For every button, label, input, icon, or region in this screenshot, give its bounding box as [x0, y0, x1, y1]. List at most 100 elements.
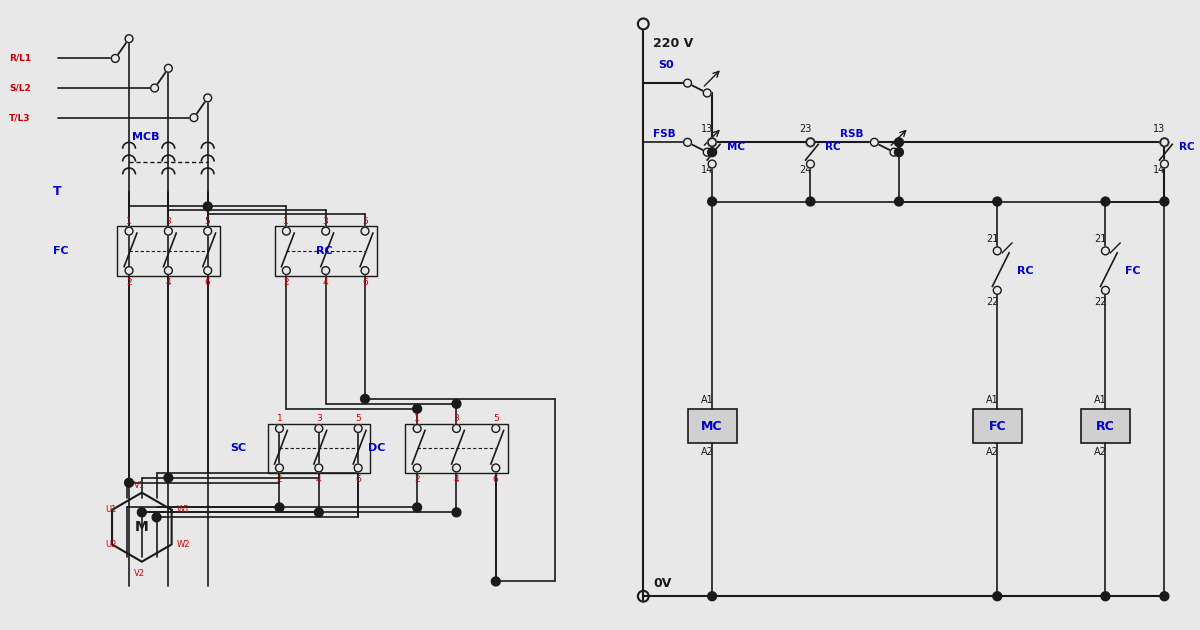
Circle shape: [1160, 160, 1169, 168]
Text: RC: RC: [1016, 266, 1033, 275]
Text: RSB: RSB: [840, 129, 864, 139]
Circle shape: [994, 247, 1001, 255]
Text: DC: DC: [368, 444, 385, 453]
Text: 5: 5: [493, 414, 498, 423]
Circle shape: [413, 503, 421, 512]
Circle shape: [1100, 197, 1110, 206]
Text: U2: U2: [106, 541, 116, 549]
Text: 5: 5: [355, 414, 361, 423]
Text: 6: 6: [205, 278, 210, 287]
Circle shape: [413, 425, 421, 432]
Text: U1: U1: [106, 505, 116, 514]
Circle shape: [708, 139, 716, 146]
Circle shape: [314, 464, 323, 472]
Text: S/L2: S/L2: [10, 84, 31, 93]
Circle shape: [894, 197, 904, 206]
Text: 23: 23: [799, 125, 811, 134]
Text: RC: RC: [826, 142, 841, 152]
Text: 3: 3: [323, 217, 329, 226]
Text: A2: A2: [986, 447, 998, 457]
Circle shape: [452, 464, 461, 472]
Text: S0: S0: [658, 60, 673, 71]
Circle shape: [360, 394, 370, 403]
Text: R/L1: R/L1: [10, 54, 31, 63]
Circle shape: [413, 404, 421, 413]
Circle shape: [491, 577, 500, 586]
Circle shape: [164, 266, 173, 275]
Text: 21: 21: [986, 234, 998, 244]
Circle shape: [152, 513, 161, 522]
Text: 3: 3: [316, 414, 322, 423]
Circle shape: [204, 266, 211, 275]
Circle shape: [125, 266, 133, 275]
Text: 6: 6: [493, 475, 498, 484]
Circle shape: [806, 197, 815, 206]
Circle shape: [708, 160, 716, 168]
Text: 5: 5: [362, 217, 368, 226]
Circle shape: [492, 464, 499, 472]
Circle shape: [703, 148, 712, 156]
Circle shape: [1102, 287, 1109, 294]
Text: 2: 2: [283, 278, 289, 287]
Circle shape: [282, 227, 290, 235]
Circle shape: [1160, 197, 1169, 206]
Circle shape: [125, 35, 133, 43]
Circle shape: [164, 227, 173, 235]
Text: A2: A2: [1094, 447, 1106, 457]
Text: 14: 14: [701, 165, 713, 175]
Text: 1: 1: [283, 217, 289, 226]
Circle shape: [125, 478, 133, 487]
Circle shape: [708, 197, 716, 206]
Text: 5: 5: [205, 217, 210, 226]
Circle shape: [1160, 139, 1169, 146]
Circle shape: [204, 94, 211, 102]
Circle shape: [125, 227, 133, 235]
Text: 22: 22: [1094, 297, 1106, 307]
Text: RC: RC: [1180, 142, 1195, 152]
Circle shape: [1160, 138, 1169, 147]
Circle shape: [684, 139, 691, 146]
Circle shape: [806, 160, 815, 168]
Text: 4: 4: [323, 278, 329, 287]
Circle shape: [164, 64, 173, 72]
Circle shape: [708, 138, 716, 147]
Circle shape: [703, 89, 712, 97]
Circle shape: [276, 425, 283, 432]
Circle shape: [164, 473, 173, 482]
Circle shape: [992, 197, 1002, 206]
Circle shape: [994, 287, 1001, 294]
Circle shape: [708, 592, 716, 600]
Text: MC: MC: [701, 420, 722, 433]
Text: 3: 3: [166, 217, 172, 226]
Text: 2: 2: [126, 278, 132, 287]
Text: 4: 4: [316, 475, 322, 484]
FancyBboxPatch shape: [1081, 409, 1130, 444]
Text: T/L3: T/L3: [10, 113, 30, 122]
Circle shape: [276, 464, 283, 472]
Text: 220 V: 220 V: [653, 37, 694, 50]
Text: FC: FC: [989, 420, 1006, 433]
Text: 4: 4: [454, 475, 460, 484]
Text: 1: 1: [414, 414, 420, 423]
Text: 2: 2: [414, 475, 420, 484]
Circle shape: [870, 139, 878, 146]
Circle shape: [1100, 592, 1110, 600]
Circle shape: [354, 464, 362, 472]
Circle shape: [322, 266, 330, 275]
Text: RC: RC: [1096, 420, 1115, 433]
Circle shape: [203, 202, 212, 211]
Circle shape: [452, 508, 461, 517]
Text: 0V: 0V: [653, 577, 672, 590]
Text: V1: V1: [134, 481, 145, 490]
Text: 1: 1: [276, 414, 282, 423]
Text: A1: A1: [701, 395, 714, 405]
Circle shape: [190, 113, 198, 122]
Text: 21: 21: [1094, 234, 1106, 244]
FancyBboxPatch shape: [688, 409, 737, 444]
Text: 13: 13: [1153, 125, 1165, 134]
Text: A1: A1: [986, 395, 998, 405]
Circle shape: [1102, 247, 1109, 255]
Text: RC: RC: [316, 246, 332, 256]
FancyBboxPatch shape: [973, 409, 1022, 444]
Circle shape: [452, 425, 461, 432]
